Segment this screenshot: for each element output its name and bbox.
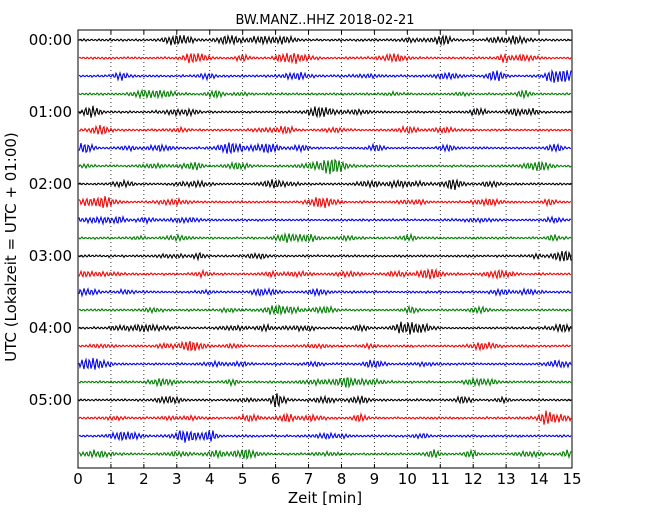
x-tick-label: 10 [398,470,417,488]
x-tick-label: 9 [370,470,380,488]
trace-row-0 [78,33,572,47]
trace-row-22 [78,429,572,443]
x-tick-label: 4 [205,470,215,488]
trace-row-4 [78,105,572,119]
trace-row-1 [78,52,572,65]
trace-row-7 [78,158,572,175]
trace-row-14 [78,286,572,298]
x-tick-label: 7 [304,470,314,488]
trace-row-2 [78,68,572,83]
chart-title: BW.MANZ..HHZ 2018-02-21 [235,13,414,28]
trace-row-13 [78,267,572,281]
trace-row-9 [78,196,572,209]
x-tick-label: 5 [238,470,248,488]
x-tick-label: 15 [562,470,581,488]
trace-row-15 [78,303,572,316]
trace-row-5 [78,124,572,136]
trace-row-17 [78,340,572,352]
trace-row-23 [78,448,572,461]
trace-row-10 [78,214,572,226]
x-tick-label: 11 [431,470,450,488]
x-tick-label: 0 [73,470,83,488]
x-tick-label: 13 [497,470,516,488]
trace-row-18 [78,357,572,370]
x-tick-label: 14 [530,470,549,488]
trace-row-3 [78,88,572,100]
y-tick-label: 01:00 [29,103,72,121]
x-tick-label: 6 [271,470,281,488]
x-tick-label: 2 [139,470,149,488]
x-tick-label: 12 [464,470,483,488]
x-tick-label: 3 [172,470,182,488]
trace-row-6 [78,142,572,155]
trace-row-16 [78,321,572,335]
y-tick-label: 05:00 [29,391,72,409]
trace-row-8 [78,178,572,191]
y-tick-label: 03:00 [29,247,72,265]
x-axis: 0 1 2 3 4 5 6 7 8 9 10 11 12 13 14 15 [73,30,582,488]
seismic-traces [78,33,572,461]
trace-row-20 [78,393,572,408]
trace-row-12 [78,250,572,262]
y-axis-label: UTC (Lokalzeit = UTC + 01:00) [2,132,20,362]
y-tick-label: 00:00 [29,31,72,49]
x-tick-label: 1 [106,470,116,488]
x-axis-label: Zeit [min] [288,489,362,507]
x-tick-label: 8 [337,470,347,488]
y-axis: 00:00 01:00 02:00 03:00 04:00 05:00 [29,31,572,409]
trace-row-19 [78,376,572,389]
y-tick-label: 04:00 [29,319,72,337]
y-tick-label: 02:00 [29,175,72,193]
trace-row-11 [78,231,572,244]
trace-row-21 [78,410,572,425]
plot-frame [77,29,573,469]
